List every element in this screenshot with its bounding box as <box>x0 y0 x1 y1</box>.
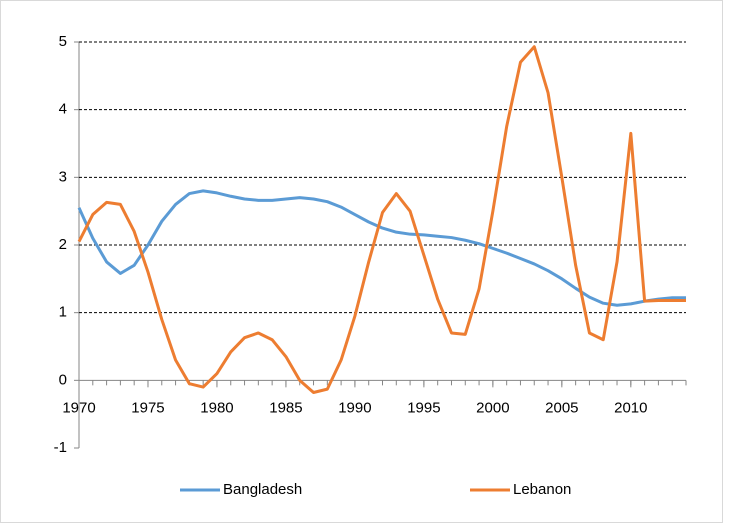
x-tick-label: 1975 <box>131 399 164 416</box>
y-tick-label: 1 <box>59 304 67 321</box>
data-line <box>77 189 686 307</box>
y-tick-label: 3 <box>59 168 67 185</box>
x-tick-label: 1990 <box>338 399 371 416</box>
y-tick-label: 5 <box>59 33 67 50</box>
x-tick-label: 2005 <box>545 399 578 416</box>
y-tick-label: -1 <box>54 439 67 456</box>
legend-label: Lebanon <box>513 481 571 498</box>
legend-label: Bangladesh <box>223 481 302 498</box>
y-tick-label: 2 <box>59 236 67 253</box>
data-line <box>77 45 686 395</box>
x-tick-label: 1995 <box>407 399 440 416</box>
x-tick-label: 1985 <box>269 399 302 416</box>
y-tick-label: 4 <box>59 101 67 118</box>
x-tick-label: 1970 <box>62 399 95 416</box>
y-tick-label: 0 <box>59 371 67 388</box>
x-tick-label: 2000 <box>476 399 509 416</box>
x-tick-label: 2010 <box>614 399 647 416</box>
x-tick-label: 1980 <box>200 399 233 416</box>
